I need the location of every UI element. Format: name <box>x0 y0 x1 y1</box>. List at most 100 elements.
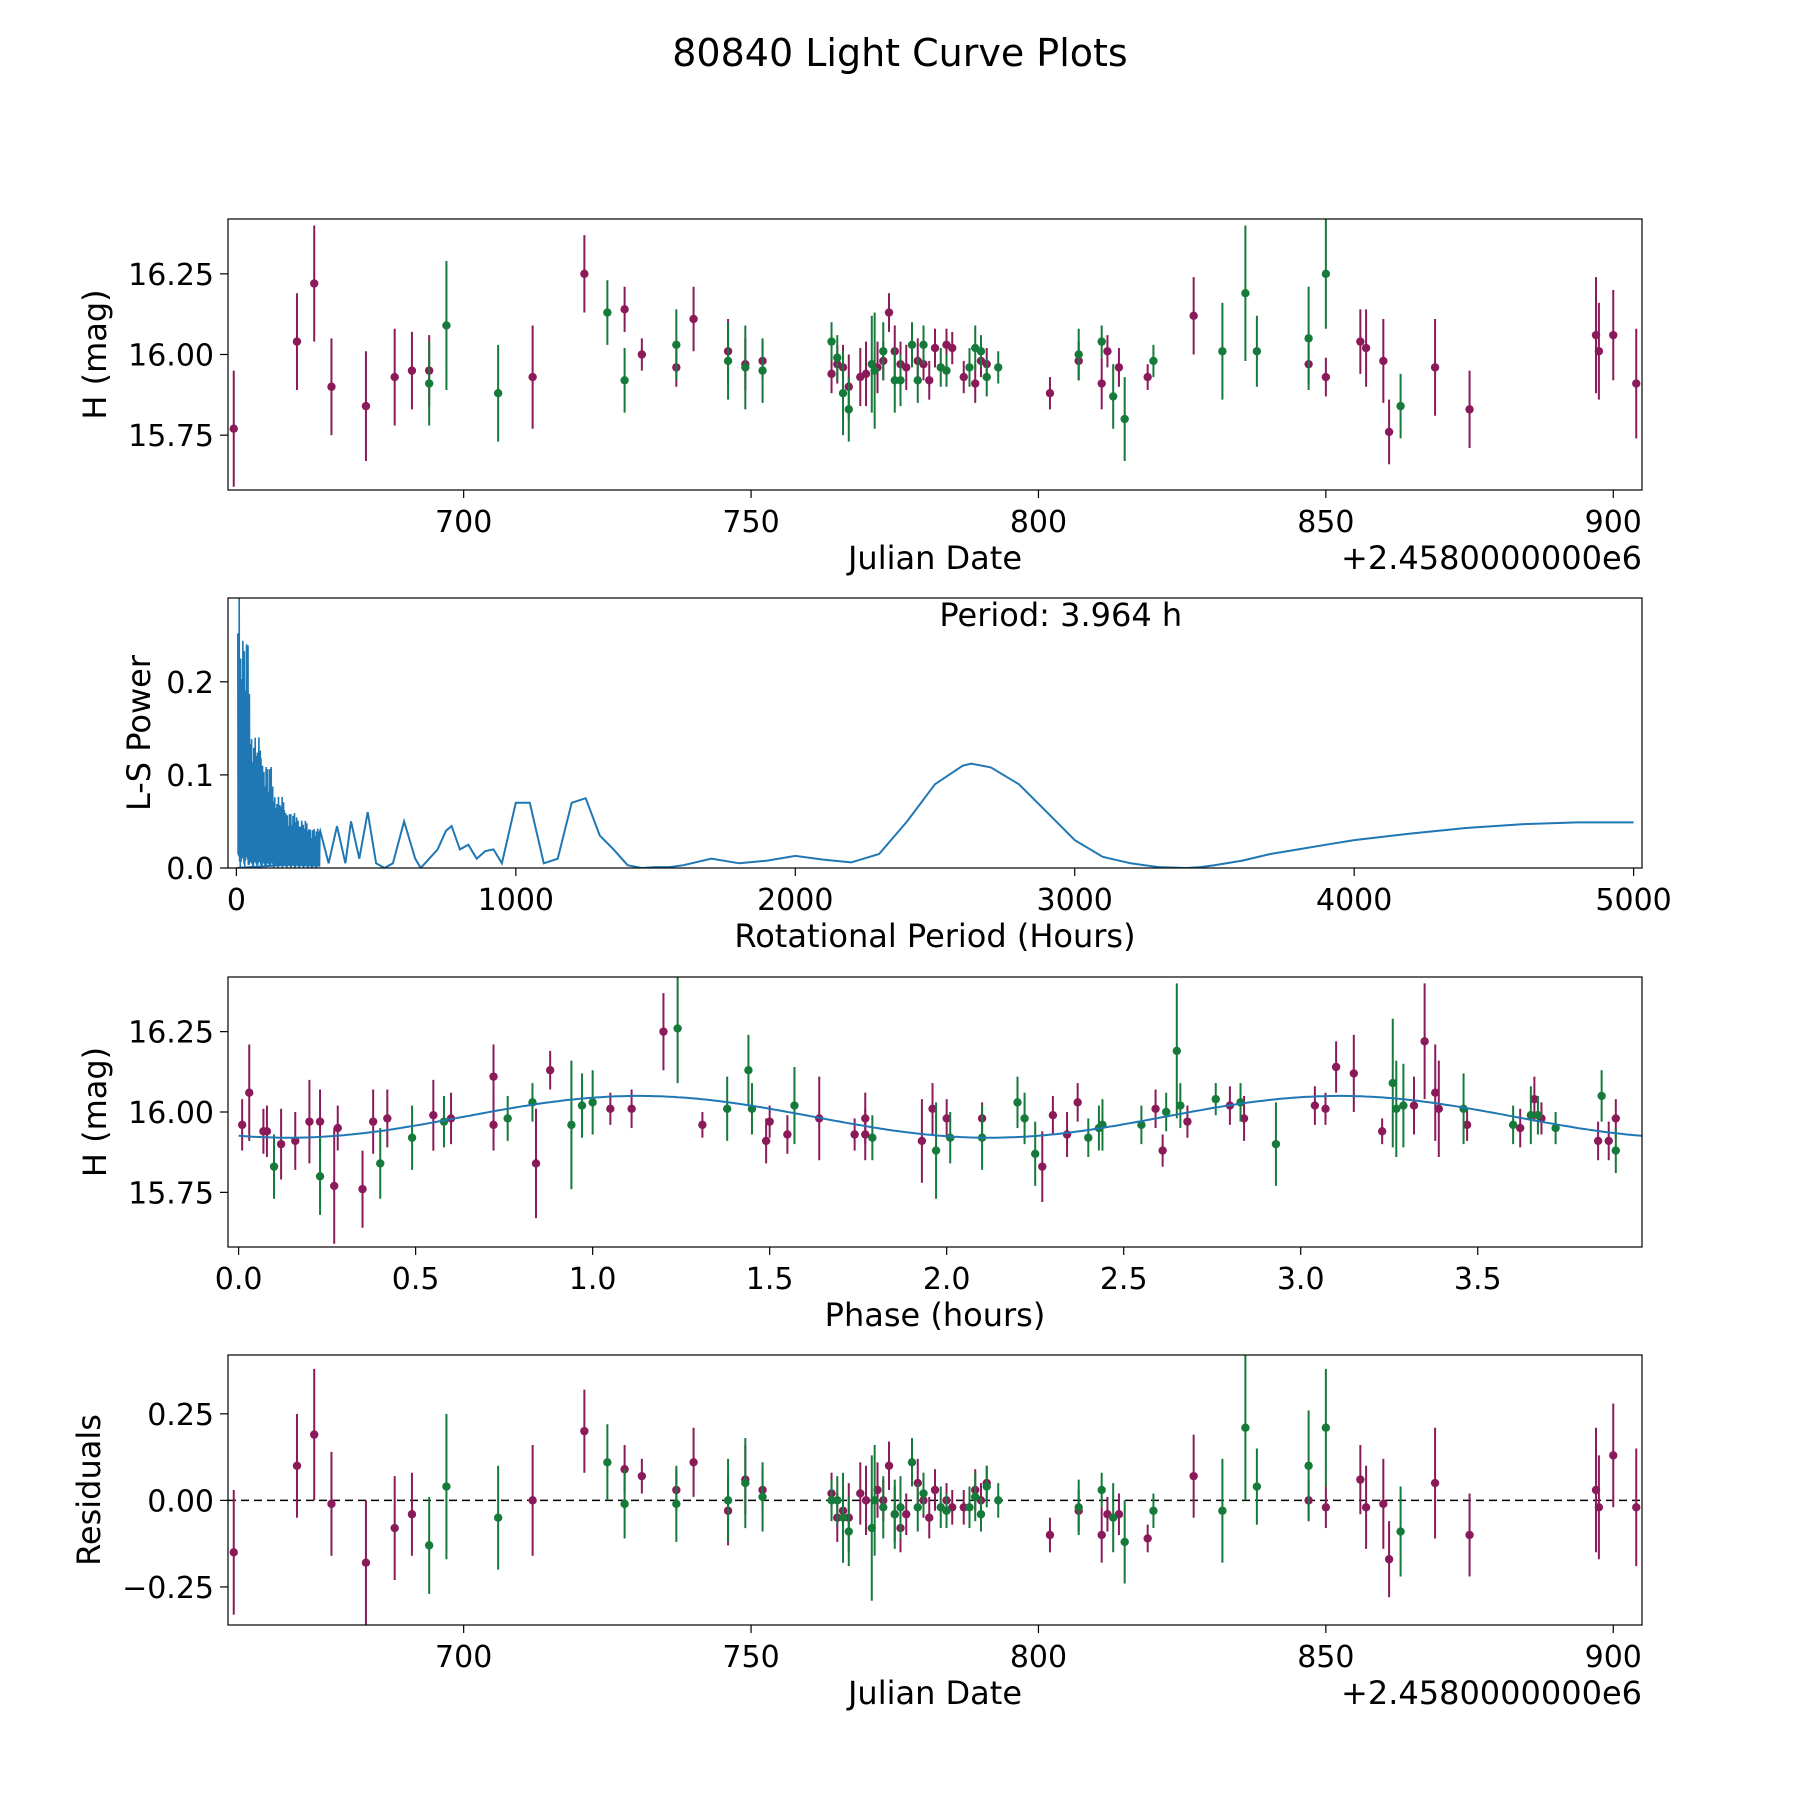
data-point-purple <box>327 1499 336 1509</box>
data-point-green <box>1074 1503 1083 1512</box>
axes-frame <box>227 1354 1643 1626</box>
x-tick-label: 750 <box>722 1640 779 1675</box>
panel-periodogram: 0 1000 2000 3000 4000 5000 0.0 0.1 0.2 Rotational… <box>120 596 1672 955</box>
x-tick-label: 0.0 <box>215 1262 263 1297</box>
data-point-green <box>790 1101 799 1110</box>
data-point-green <box>1508 1120 1518 1130</box>
data-point-purple <box>1409 1101 1419 1110</box>
data-point-purple <box>1384 427 1394 437</box>
data-point-green <box>879 1503 888 1512</box>
data-point-green <box>946 1133 955 1142</box>
data-point-purple <box>850 1130 859 1139</box>
data-point-green <box>673 1024 682 1033</box>
data-point-purple <box>489 1120 498 1130</box>
data-point-purple <box>1430 1478 1440 1488</box>
data-point-purple <box>917 1136 927 1146</box>
data-point-purple <box>948 343 957 353</box>
x-tick-label: 2.5 <box>1100 1262 1148 1297</box>
x-tick-label: 750 <box>722 505 779 540</box>
data-point-purple <box>861 1114 870 1123</box>
data-point-purple <box>689 314 698 324</box>
data-point-green <box>976 1510 986 1519</box>
data-point-purple <box>1321 1503 1331 1512</box>
data-point-green <box>315 1172 325 1181</box>
data-point-green <box>965 1503 974 1512</box>
data-point-green <box>424 379 434 388</box>
data-point-purple <box>1097 379 1106 388</box>
data-point-purple <box>606 1104 615 1113</box>
panel-lightcurve: 700 750 800 850 900 15.75 16.00 16.25 Julian Dat… <box>76 218 1643 577</box>
data-point-green <box>603 308 612 317</box>
x-axis-label: Julian Date <box>846 539 1022 577</box>
data-point-purple <box>925 376 934 385</box>
data-point-green <box>744 1066 753 1075</box>
data-point-green <box>907 340 917 350</box>
data-point-green <box>1108 392 1118 401</box>
data-point-green <box>931 1146 941 1155</box>
data-point-green <box>1172 1046 1182 1056</box>
x-tick-label: 900 <box>1585 505 1642 540</box>
x-tick-label: 0.5 <box>392 1262 440 1297</box>
data-point-green <box>1241 289 1250 298</box>
data-point-green <box>896 376 905 385</box>
data-point-purple <box>1239 1114 1249 1123</box>
figure-title: 80840 Light Curve Plots <box>672 31 1127 75</box>
data-point-purple <box>1321 372 1331 382</box>
data-point-green <box>493 1513 503 1522</box>
data-point-green <box>1392 1104 1401 1113</box>
data-point-green <box>741 1478 750 1488</box>
data-point-purple <box>1611 1114 1621 1123</box>
y-axis-label: L-S Power <box>120 654 158 811</box>
data-point-purple <box>1356 337 1365 346</box>
data-point-purple <box>229 1548 238 1557</box>
data-point-purple <box>291 1136 300 1146</box>
data-point-green <box>1396 1527 1405 1536</box>
data-point-purple <box>861 369 871 379</box>
data-point-purple <box>783 1130 792 1139</box>
data-point-green <box>994 1496 1003 1505</box>
data-point-green <box>870 366 879 375</box>
data-point-purple <box>1431 1088 1440 1097</box>
data-point-purple <box>292 1461 302 1470</box>
data-point-green <box>1304 1461 1313 1470</box>
data-point-green <box>567 1120 576 1130</box>
data-point-green <box>1611 1146 1621 1155</box>
data-point-green <box>844 405 853 414</box>
data-point-purple <box>528 1496 537 1505</box>
data-point-green <box>942 366 951 375</box>
data-point-purple <box>1189 311 1198 320</box>
data-point-purple <box>489 1072 498 1081</box>
data-point-green <box>1551 1123 1560 1133</box>
power-curve <box>236 762 1634 868</box>
data-point-purple <box>333 1123 342 1133</box>
data-point-green <box>269 1162 279 1171</box>
y-tick-label: 0.00 <box>147 1484 214 1519</box>
x-tick-label: 2.0 <box>923 1262 971 1297</box>
data-point-green <box>1149 1506 1158 1515</box>
data-point-purple <box>310 1430 319 1439</box>
data-point-purple <box>1183 1117 1192 1126</box>
data-point-purple <box>276 1139 286 1149</box>
data-point-purple <box>305 1117 314 1126</box>
data-point-purple <box>545 1066 555 1075</box>
data-point-green <box>1388 1078 1397 1088</box>
data-point-purple <box>928 1104 937 1113</box>
data-point-purple <box>884 308 894 317</box>
data-point-purple <box>245 1088 254 1097</box>
x-tick-label: 900 <box>1585 1640 1642 1675</box>
data-point-purple <box>1114 363 1124 372</box>
data-point-purple <box>959 1503 968 1512</box>
x-tick-label: 800 <box>1010 505 1067 540</box>
data-point-green <box>1013 1098 1022 1107</box>
y-tick-label: 0.2 <box>166 666 214 701</box>
data-point-purple <box>827 369 836 379</box>
x-tick-label: 4000 <box>1316 883 1392 918</box>
data-point-purple <box>884 1461 894 1470</box>
data-point-green <box>1321 269 1331 279</box>
y-tick-label: 0.1 <box>166 759 214 794</box>
data-point-green <box>577 1101 587 1110</box>
data-point-purple <box>1158 1146 1167 1155</box>
plots-container: 700 750 800 850 900 15.75 16.00 16.25 Julian Dat… <box>70 218 1672 1712</box>
data-point-green <box>833 353 842 362</box>
